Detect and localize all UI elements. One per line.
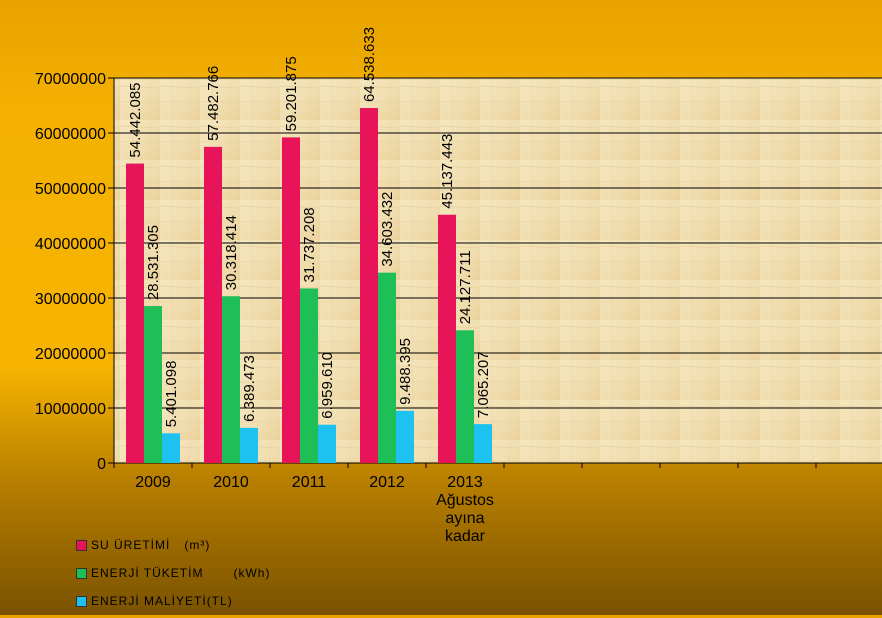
bar — [162, 433, 180, 463]
bar — [222, 296, 240, 463]
legend-unit: (kWh) — [233, 566, 271, 580]
data-label: 5.401.098 — [163, 361, 180, 428]
data-label: 6.389.473 — [241, 355, 258, 422]
y-tick-label: 70000000 — [35, 71, 106, 88]
x-category-label: 2012 — [369, 474, 405, 491]
data-label: 59.201.875 — [283, 56, 300, 131]
bar — [438, 214, 456, 463]
bar — [360, 108, 378, 463]
legend-label: SU ÜRETİMİ — [91, 538, 171, 552]
y-tick-label: 60000000 — [35, 126, 106, 143]
bar — [378, 272, 396, 463]
legend-swatch — [76, 567, 87, 579]
x-category-line: 2009 — [135, 474, 171, 491]
x-category-line: 2013 — [447, 474, 483, 491]
legend-label: ENERJİ MALİYETİ — [91, 594, 207, 608]
data-label: 24.127.711 — [457, 250, 474, 324]
data-label: 34.603.432 — [379, 192, 396, 267]
plot-area — [114, 78, 882, 463]
x-category-line: 2010 — [213, 474, 249, 491]
x-category-line: ayına — [445, 510, 484, 527]
x-category-label: 2013 Ağustos ayına kadar — [436, 474, 494, 545]
data-label: 64.538.633 — [361, 27, 378, 102]
data-label: 57.482.766 — [205, 66, 222, 141]
data-label: 9.488.395 — [397, 338, 414, 405]
bar — [474, 424, 492, 463]
y-tick-label: 40000000 — [35, 236, 106, 253]
data-label: 7.065.207 — [475, 351, 492, 418]
bar — [204, 146, 222, 463]
x-category-label: 2009 — [135, 474, 171, 491]
x-category-line: 2012 — [369, 474, 405, 491]
legend: SU ÜRETİMİ (m³) ENERJİ TÜKETİM (kWh) ENE… — [76, 534, 270, 618]
bar — [144, 306, 162, 463]
data-label: 28.531.305 — [145, 225, 162, 300]
data-label: 30.318.414 — [223, 215, 240, 290]
y-tick-label: 0 — [97, 456, 106, 473]
y-tick-label: 30000000 — [35, 291, 106, 308]
bar — [240, 427, 258, 463]
legend-unit: (TL) — [206, 594, 233, 608]
legend-label: ENERJİ TÜKETİM — [91, 566, 204, 580]
data-label: 45.137.443 — [439, 134, 456, 209]
y-tick-label: 50000000 — [35, 181, 106, 198]
x-category-line: 2011 — [292, 474, 327, 491]
x-category-line: kadar — [445, 528, 486, 545]
legend-item-enerji-tuketim: ENERJİ TÜKETİM (kWh) — [76, 562, 270, 584]
bar — [318, 424, 336, 463]
legend-swatch — [76, 595, 87, 607]
legend-swatch — [76, 539, 87, 551]
bar — [126, 163, 144, 463]
data-label: 6.959.610 — [319, 352, 336, 419]
legend-unit: (m³) — [184, 538, 211, 552]
bar — [282, 137, 300, 463]
bar — [396, 410, 414, 463]
legend-item-enerji-maliyeti: ENERJİ MALİYETİ (TL) — [76, 590, 270, 612]
data-label: 31.737.208 — [301, 207, 318, 282]
y-tick-label: 20000000 — [35, 346, 106, 363]
y-tick-label: 10000000 — [35, 401, 106, 418]
x-category-line: Ağustos — [436, 492, 494, 509]
x-category-label: 2011 — [292, 474, 327, 491]
legend-item-su-uretimi: SU ÜRETİMİ (m³) — [76, 534, 270, 556]
data-label: 54.442.085 — [127, 82, 144, 157]
x-category-label: 2010 — [213, 474, 249, 491]
bar — [300, 288, 318, 463]
bar — [456, 330, 474, 463]
